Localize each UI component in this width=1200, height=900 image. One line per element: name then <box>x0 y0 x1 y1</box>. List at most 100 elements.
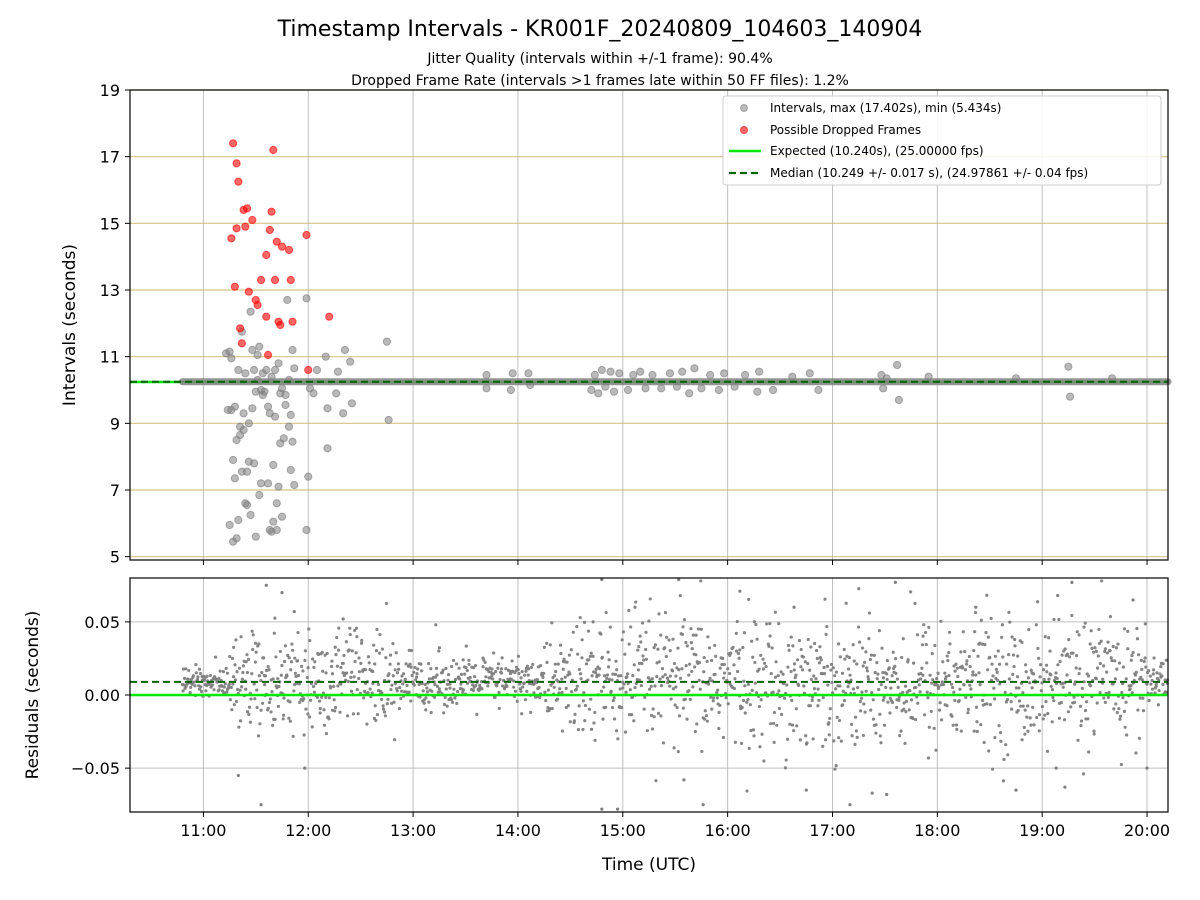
interval-point-61 <box>277 512 287 521</box>
residual-point-824 <box>641 654 645 658</box>
residual-point-1613 <box>1082 680 1086 684</box>
residual-point-967 <box>721 735 725 740</box>
residual-point-939 <box>705 719 709 723</box>
residual-point-1164 <box>831 666 835 670</box>
residual-point-1389 <box>957 698 961 703</box>
residual-point-1033 <box>758 745 762 749</box>
residual-point-25 <box>194 671 198 675</box>
residual-point-882 <box>674 685 678 689</box>
residual-point-1423 <box>976 654 980 658</box>
residual-point-1764 <box>259 803 263 807</box>
residual-point-1510 <box>1025 715 1029 719</box>
residual-point-713 <box>579 677 583 681</box>
residual-point-492 <box>456 689 460 694</box>
residual-point-1785 <box>974 605 978 609</box>
residual-point-1440 <box>986 668 990 672</box>
x-tick-label-0: 11:00 <box>180 821 226 840</box>
residual-point-770 <box>611 672 615 676</box>
residual-point-1175 <box>837 718 842 723</box>
dropped-frame-point-27 <box>284 245 294 255</box>
residual-point-995 <box>737 656 741 660</box>
residual-point-1056 <box>771 690 775 694</box>
residual-point-916 <box>693 665 697 669</box>
interval-point-91 <box>482 384 491 393</box>
residual-point-295 <box>345 714 350 718</box>
residual-point-158 <box>269 710 273 714</box>
residual-point-1493 <box>1015 675 1020 679</box>
residual-point-1323 <box>920 643 925 647</box>
residual-point-1019 <box>750 688 754 692</box>
interval-point-51 <box>269 460 278 470</box>
residual-point-143 <box>260 701 265 705</box>
residual-point-101 <box>237 725 241 729</box>
residual-point-1654 <box>1105 651 1109 655</box>
intervals-ytick-label-3: 11 <box>100 348 120 367</box>
residual-point-1606 <box>1078 704 1083 708</box>
residual-point-1495 <box>1016 708 1020 713</box>
interval-point-106 <box>629 370 638 380</box>
residual-point-954 <box>714 654 718 658</box>
interval-point-70 <box>288 345 297 355</box>
residual-point-1106 <box>799 665 803 669</box>
residual-point-1244 <box>876 672 880 676</box>
residual-point-820 <box>639 640 643 644</box>
residual-point-857 <box>659 684 664 688</box>
residual-point-1662 <box>1110 658 1114 663</box>
residual-point-1672 <box>1115 710 1119 715</box>
residual-point-1595 <box>1072 700 1077 704</box>
residual-point-257 <box>324 671 328 675</box>
residual-point-1156 <box>827 721 831 725</box>
residual-point-33 <box>199 685 203 689</box>
residual-point-1210 <box>857 587 861 591</box>
residual-point-826 <box>642 707 646 711</box>
residual-point-1513 <box>1026 676 1030 680</box>
interval-point-103 <box>609 387 619 396</box>
residual-point-1717 <box>1140 678 1145 682</box>
residual-point-1265 <box>888 711 892 715</box>
residual-point-1378 <box>951 723 955 727</box>
residual-point-276 <box>335 635 339 640</box>
interval-point-120 <box>730 382 739 391</box>
residual-point-1763 <box>236 773 240 778</box>
residual-point-407 <box>408 662 412 666</box>
interval-point-72 <box>290 364 299 373</box>
residual-point-1502 <box>1020 738 1024 742</box>
residual-point-607 <box>520 712 524 716</box>
residual-point-419 <box>415 675 419 679</box>
residual-point-614 <box>524 669 528 673</box>
residual-point-706 <box>575 684 579 688</box>
residual-point-1545 <box>1044 663 1049 667</box>
interval-point-24 <box>244 419 253 428</box>
residual-point-1522 <box>1031 672 1036 676</box>
residual-point-893 <box>680 667 684 671</box>
residual-point-1438 <box>985 593 989 597</box>
residual-point-1371 <box>947 673 951 678</box>
interval-point-130 <box>882 374 891 383</box>
residual-point-801 <box>628 688 632 692</box>
residual-point-1711 <box>1137 736 1142 740</box>
residual-point-1324 <box>921 673 925 677</box>
residual-point-1071 <box>779 670 783 674</box>
intervals-y-label: Intervals (seconds) <box>60 244 80 406</box>
residual-point-1052 <box>769 722 773 726</box>
residual-point-289 <box>342 653 346 658</box>
residual-point-1165 <box>832 739 836 743</box>
residual-point-927 <box>699 579 703 583</box>
residual-point-1497 <box>1017 699 1022 703</box>
residual-point-997 <box>738 648 742 652</box>
residual-point-1032 <box>757 704 762 709</box>
residual-point-1377 <box>951 685 955 690</box>
residual-point-508 <box>464 644 468 648</box>
residual-point-15 <box>189 685 193 690</box>
residual-point-265 <box>329 686 333 690</box>
residual-point-658 <box>548 643 552 647</box>
residual-point-1784 <box>893 580 897 584</box>
residual-point-710 <box>577 667 581 672</box>
residual-point-838 <box>649 684 653 688</box>
residual-point-1099 <box>795 724 799 728</box>
residual-point-133 <box>255 688 259 692</box>
residual-point-1294 <box>904 709 908 714</box>
residual-point-336 <box>368 687 372 691</box>
residual-point-890 <box>678 593 682 598</box>
interval-point-110 <box>657 384 666 393</box>
